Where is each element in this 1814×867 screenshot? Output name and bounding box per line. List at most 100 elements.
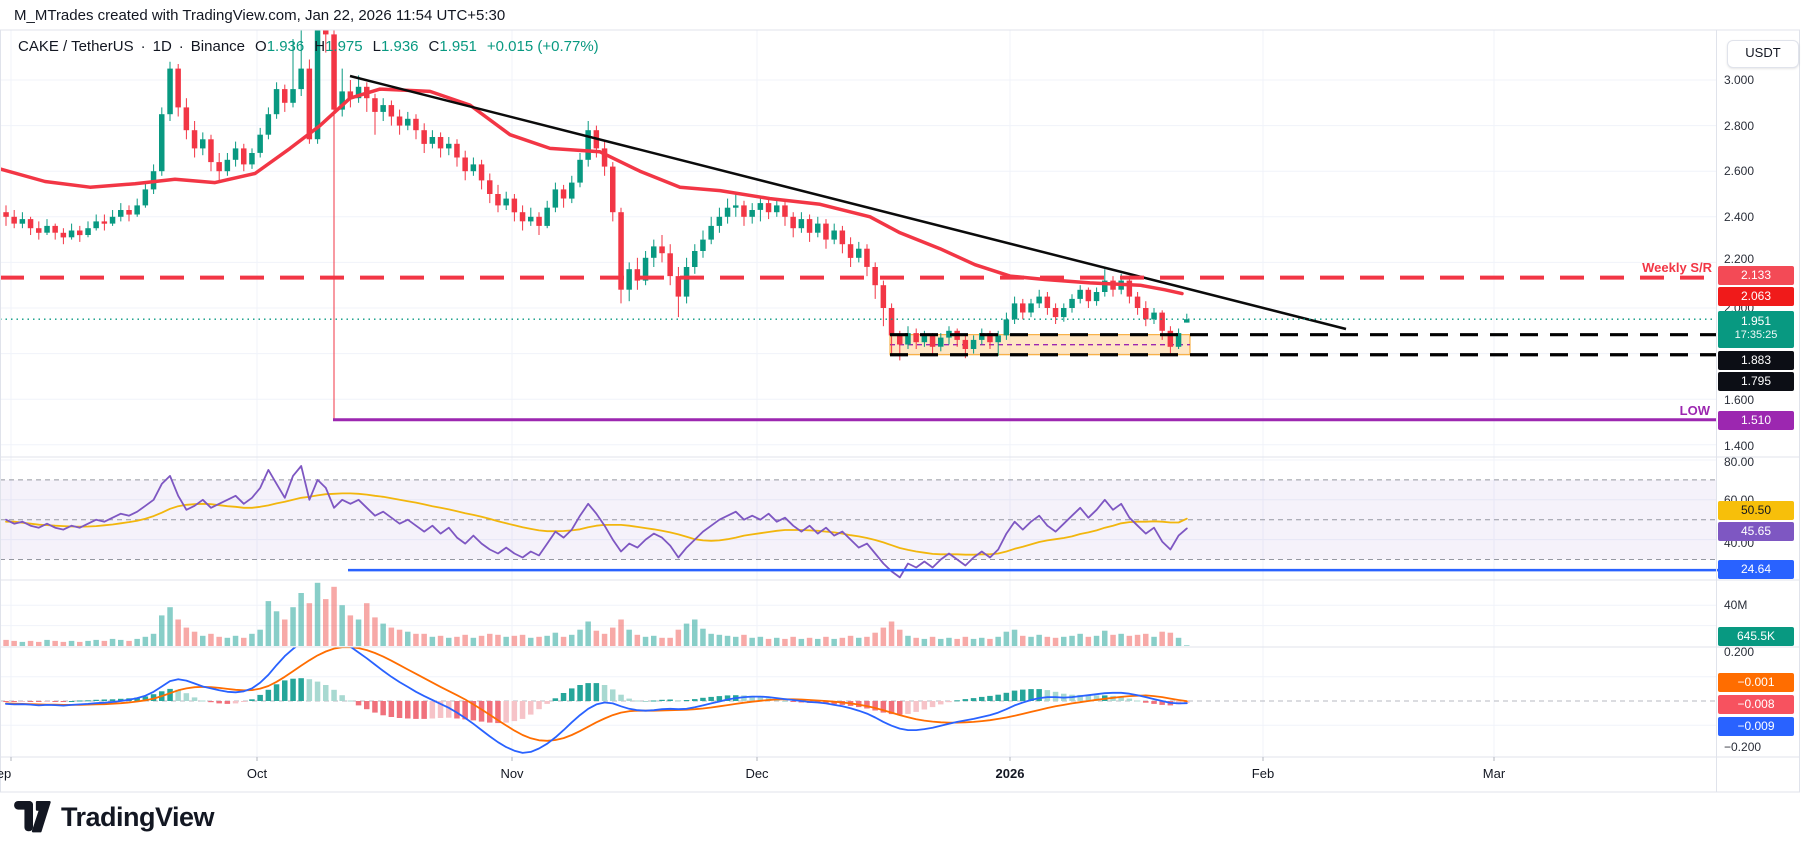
candle-body [429,137,436,144]
macd-histogram-bar [421,701,427,719]
volume-bar [282,619,288,646]
macd-histogram-bar [241,701,247,702]
macd-histogram-bar [979,696,985,701]
candle-body [1151,312,1157,320]
macd-histogram-bar [216,701,222,704]
macd-histogram-bar [954,700,960,702]
currency-toggle-button[interactable]: USDT [1727,40,1799,68]
candle-body [413,118,419,131]
candle-body [101,221,108,224]
symbol-legend[interactable]: CAKE / TetherUS · 1D · Binance O1.936 H1… [18,38,599,55]
volume-bar [314,582,321,646]
macd-histogram-bar [938,701,944,705]
candle-body [864,248,870,267]
volume-bar [692,619,698,646]
candle-body [1093,292,1100,302]
volume-bars [3,582,1190,646]
volume-bar [1118,633,1124,646]
volume-bar [175,619,181,646]
candle-body [273,89,280,115]
volume-bar [1167,632,1174,646]
volume-bar [134,638,140,646]
macd-histogram-bar [626,698,632,701]
candle-body [528,216,534,222]
volume-bar [839,637,846,646]
volume-bar [1126,635,1133,646]
candle-body [323,30,329,35]
macd-histogram-bar [183,693,190,701]
candle-body [782,205,788,217]
volume-bar [700,628,706,646]
tradingview-logo[interactable]: TradingView [14,801,215,833]
macd-histogram-bar [692,699,698,701]
macd-histogram-bar [618,694,624,701]
volume-bar [872,632,878,646]
volume-bar [511,635,518,646]
volume-bar [552,632,559,646]
scale-tick: 1.600 [1724,393,1755,407]
scale-tick: 2.600 [1724,164,1755,178]
macd-histogram-bar [585,683,591,701]
macd-histogram-bar [823,701,829,704]
candle-body [126,210,132,215]
candle-body [1069,298,1075,308]
candle-body [85,228,91,235]
macd-histogram-bar [560,693,567,701]
macd-histogram-bar [995,694,1001,701]
candle-body [921,335,928,343]
gridlines [0,30,1716,757]
macd-histogram-bar [987,695,993,701]
macd-histogram-bar [191,697,198,701]
candle-body [544,207,550,226]
candle-body [191,130,198,149]
volume-bar [938,638,944,646]
candle-body [36,228,42,233]
macd-histogram-bar [19,701,26,702]
macd-histogram-bar [1077,694,1083,701]
volume-bar [815,638,821,646]
volume-bar [536,636,542,646]
macd-histogram-bar [355,701,362,706]
volume-bar [790,636,796,646]
candle-body [159,114,165,172]
macd-histogram-bar [478,701,485,722]
time-axis[interactable]: ep Oct Nov Dec 2026 Feb Mar [0,757,1800,792]
volume-bar [388,627,395,646]
candle-body [511,198,518,213]
price-label-645.5K: 645.5K [1718,626,1794,646]
candle-body [265,114,272,135]
candle-body [618,212,624,290]
time-label-Oct: Oct [246,766,268,781]
volume-bar [995,636,1001,646]
macd-histogram-bar [3,701,9,702]
candle-body [1134,296,1141,308]
price-label-50.50: 50.50 [1718,500,1794,520]
exchange-name[interactable]: Binance [190,38,246,55]
candle-body [478,164,485,181]
volume-bar [733,636,739,646]
volume-bar [142,636,149,646]
candle-body [659,246,665,254]
macd-histogram-bar [1159,701,1165,705]
candle-body [298,68,304,90]
volume-bar [593,630,600,646]
ohlc-close: C1.951 [428,38,477,55]
volume-bar [683,623,690,646]
macd-histogram-bar [200,700,206,702]
candle-body [68,230,75,238]
timeframe[interactable]: 1D [152,38,172,55]
price-label-45.65: 45.65 [1718,521,1794,541]
volume-bar [216,636,222,646]
scale-tick: 2.400 [1724,210,1755,224]
low-label: LOW [1679,403,1710,418]
candle-body [970,339,977,349]
macd-histogram-bar [610,689,616,701]
price-scale[interactable]: 3.000 2.800 2.600 2.400 2.200 2.000 1.600 1.400… [1716,30,1800,757]
candle-body [77,230,83,236]
price-label-1.951: 1.951 17:35:25 [1718,310,1794,348]
candlesticks [3,30,1190,420]
scale-tick: 40M [1724,598,1748,612]
candle-body [560,189,567,199]
volume-bar [1134,634,1141,646]
symbol-title[interactable]: CAKE / TetherUS [18,38,134,55]
